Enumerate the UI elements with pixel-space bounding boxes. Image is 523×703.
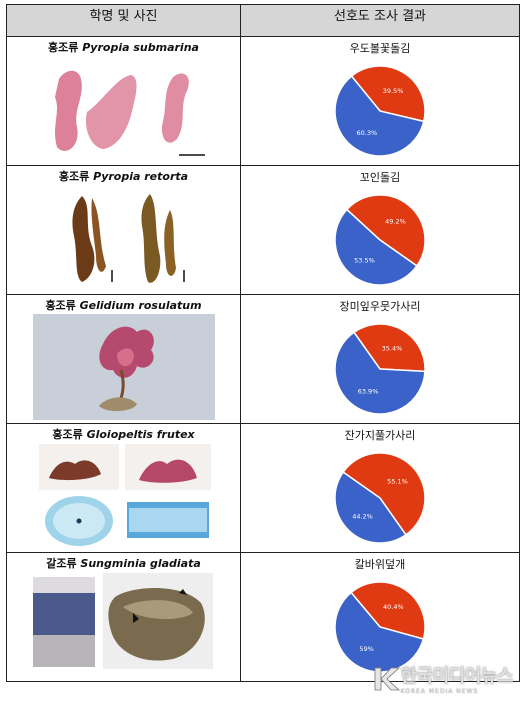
table-row: 홍조류 Gelidium rosulatum 장미잎우뭇가사리 35.4% 63.… bbox=[6, 294, 520, 424]
watermark: 한국미디어뉴스 KOREA MEDIA NEWS bbox=[373, 662, 514, 695]
slice-label: 35.4% bbox=[382, 344, 403, 352]
chart-cell: 꼬인돌김 49.2% 53.5% bbox=[240, 165, 520, 295]
species-cell: 홍조류 Pyropia retorta bbox=[6, 165, 241, 295]
media-logo-icon bbox=[374, 667, 400, 690]
species-cell: 갈조류 Sungminia gladiata bbox=[6, 552, 241, 682]
chart-cell: 장미잎우뭇가사리 35.4% 63.9% bbox=[240, 294, 520, 424]
pie-slice bbox=[342, 452, 426, 536]
chart-title: 잔가지풀가사리 bbox=[344, 429, 416, 442]
preference-pie-chart: 39.5% 60.3% bbox=[334, 65, 426, 157]
pie-slice bbox=[345, 194, 426, 267]
header-name-photo: 학명 및 사진 bbox=[6, 4, 241, 37]
table-row: 갈조류 Sungminia gladiata 칼바위덮개 40.4% 59% bbox=[6, 552, 520, 682]
preference-pie-chart: 40.4% 59% bbox=[334, 581, 426, 673]
species-label: 홍조류 Pyropia retorta bbox=[58, 170, 189, 183]
chart-cell: 잔가지풀가사리 55.1% 44.2% bbox=[240, 423, 520, 553]
slice-label: 53.5% bbox=[354, 256, 375, 264]
species-cell: 홍조류 Pyropia submarina bbox=[6, 36, 241, 166]
preference-pie-chart: 49.2% 53.5% bbox=[334, 194, 426, 286]
pie-slice bbox=[334, 471, 407, 544]
seaweed-photo bbox=[33, 314, 215, 420]
species-label: 홍조류 Gelidium rosulatum bbox=[45, 299, 202, 312]
watermark-title: 한국미디어뉴스 bbox=[400, 666, 514, 687]
chart-cell: 우도볼꽃돌김 39.5% 60.3% bbox=[240, 36, 520, 166]
slice-label: 40.4% bbox=[383, 603, 404, 611]
species-label: 갈조류 Sungminia gladiata bbox=[46, 557, 201, 570]
chart-title: 꼬인돌김 bbox=[359, 171, 401, 184]
table-row: 홍조류 Pyropia submarina 우도볼꽃돌김 39.5% 60.3% bbox=[6, 36, 520, 166]
chart-cell: 칼바위덮개 40.4% 59% bbox=[240, 552, 520, 682]
chart-title: 우도볼꽃돌김 bbox=[349, 42, 411, 55]
table-row: 홍조류 Pyropia retorta 꼬인돌김 49.2% 53.5% bbox=[6, 165, 520, 295]
pie-slice bbox=[352, 323, 426, 373]
watermark-subtitle: KOREA MEDIA NEWS bbox=[400, 688, 479, 695]
slice-label: 55.1% bbox=[387, 477, 408, 485]
table-row: 홍조류 Gloiopeltis frutex 잔가지풀가사리 55.1% 44.2… bbox=[6, 423, 520, 553]
slice-label: 39.5% bbox=[383, 87, 404, 95]
seaweed-photo bbox=[39, 444, 211, 548]
seaweed-photo bbox=[72, 194, 185, 283]
preference-pie-chart: 55.1% 44.2% bbox=[334, 452, 426, 544]
slice-label: 60.3% bbox=[357, 129, 378, 137]
species-cell: 홍조류 Gelidium rosulatum bbox=[6, 294, 241, 424]
seaweed-photo bbox=[33, 573, 213, 669]
pie-slice bbox=[334, 331, 426, 415]
species-label: 홍조류 Pyropia submarina bbox=[48, 41, 199, 54]
pie-slice bbox=[350, 65, 426, 123]
results-table: 학명 및 사진 선호도 조사 결과 홍조류 Pyropia submarina … bbox=[6, 4, 520, 682]
pie-slice bbox=[334, 75, 425, 157]
preference-pie-chart: 35.4% 63.9% bbox=[334, 323, 426, 415]
pie-slice bbox=[350, 581, 426, 640]
pie-slice bbox=[334, 591, 425, 673]
slice-label: 44.2% bbox=[352, 513, 373, 521]
species-label: 홍조류 Gloiopeltis frutex bbox=[52, 428, 195, 441]
chart-title: 장미잎우뭇가사리 bbox=[339, 300, 421, 313]
slice-label: 63.9% bbox=[358, 388, 379, 396]
seaweed-photo bbox=[55, 70, 205, 156]
slice-label: 59% bbox=[359, 645, 373, 653]
slice-label: 49.2% bbox=[385, 218, 406, 226]
chart-title: 칼바위덮개 bbox=[354, 558, 406, 571]
species-cell: 홍조류 Gloiopeltis frutex bbox=[6, 423, 241, 553]
pie-slice bbox=[334, 208, 418, 286]
header-preference: 선호도 조사 결과 bbox=[240, 4, 520, 37]
